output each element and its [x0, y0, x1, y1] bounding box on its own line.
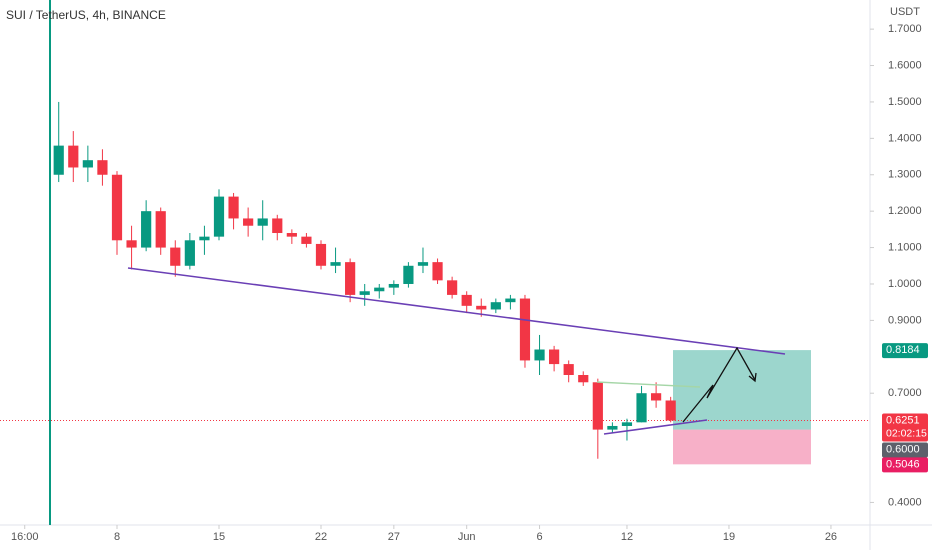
stop-label-bg: [882, 457, 928, 473]
y-tick-label: 1.5000: [888, 96, 922, 108]
target-label: 0.8184: [886, 344, 920, 356]
last-price-label-bg: [882, 413, 928, 442]
candle-body: [563, 364, 574, 375]
entry-label-bg: [882, 442, 928, 458]
position-tool: [0, 350, 870, 465]
candle-body: [447, 280, 458, 295]
countdown: 02:02:15: [886, 427, 927, 439]
candle-body: [417, 262, 429, 266]
x-tick-label: 26: [825, 531, 837, 543]
y-tick-label: 1.6000: [888, 59, 922, 71]
y-tick-label: 0.9000: [888, 314, 922, 326]
candle-body: [126, 240, 137, 248]
y-tick-label: 1.0000: [888, 278, 922, 290]
candle-body: [228, 196, 239, 219]
candle-body: [651, 393, 662, 401]
candle-body: [199, 236, 210, 241]
candle-body: [578, 375, 589, 383]
chart-title: SUI / TetherUS, 4h, BINANCE: [6, 8, 166, 22]
x-tick-label: 22: [315, 531, 327, 543]
loss-zone: [673, 429, 811, 465]
candle-body: [345, 262, 356, 295]
x-tick-label: Jun: [458, 531, 476, 543]
y-tick-label: 1.7000: [888, 23, 922, 35]
trend-line: [127, 267, 786, 355]
candle-body: [549, 349, 560, 365]
axes: 0.4000 0.7000 0.9000 1.0000 1.1000 1.2000 1.30…: [11, 23, 922, 543]
candle-body: [519, 298, 531, 361]
candle-body: [665, 400, 676, 421]
candle-body: [286, 233, 297, 237]
candle-body: [301, 236, 312, 244]
candle-body: [636, 393, 647, 423]
x-tick-label: 6: [536, 531, 542, 543]
stop-label: 0.5046: [886, 458, 920, 470]
candle-body: [374, 287, 385, 292]
candle-body: [155, 211, 166, 248]
y-tick-label: 1.3000: [888, 169, 922, 181]
candle-body: [359, 291, 370, 295]
candle-body: [490, 302, 501, 310]
candle-body: [97, 160, 108, 175]
x-tick-label: 8: [114, 531, 120, 543]
projection-path: [682, 346, 756, 423]
trend-line: [603, 419, 708, 435]
candle-body: [388, 283, 399, 288]
candle-body: [184, 240, 195, 266]
candle-body: [403, 265, 414, 284]
x-tick-label: 15: [213, 531, 225, 543]
x-tick-label: 27: [388, 531, 400, 543]
candle-body: [141, 211, 152, 248]
target-label-bg: [882, 343, 928, 359]
candle-body: [170, 247, 181, 266]
x-tick-label: 16:00: [11, 531, 39, 543]
profit-zone: [673, 350, 811, 430]
candle-body: [82, 160, 93, 168]
candle-body: [257, 218, 268, 226]
candle-body: [213, 196, 225, 237]
candle-body: [592, 382, 603, 430]
y-tick-label: 0.4000: [888, 496, 922, 508]
candle-body: [315, 243, 327, 266]
candle-body: [53, 145, 64, 175]
candle-body: [243, 218, 254, 226]
x-tick-label: 19: [723, 531, 735, 543]
resistance-line: [596, 381, 701, 388]
candle-body: [68, 145, 79, 168]
candle-body: [461, 294, 472, 306]
x-tick-label: 12: [621, 531, 633, 543]
entry-label: 0.6000: [886, 443, 920, 455]
candle-body: [534, 349, 545, 361]
candle-body: [621, 422, 633, 426]
candles: [53, 101, 676, 459]
y-tick-label: 1.2000: [888, 205, 922, 217]
candle-body: [505, 298, 516, 303]
candle-body: [476, 305, 487, 310]
last-price-label: 0.6251: [886, 414, 920, 426]
candle-body: [330, 262, 341, 266]
y-tick-label: 1.1000: [888, 241, 922, 253]
y-tick-label: 0.7000: [888, 387, 922, 399]
candle-body: [432, 262, 443, 281]
y-tick-label: 1.4000: [888, 132, 922, 144]
candle-body: [607, 425, 618, 430]
projection-arrow: [748, 372, 757, 383]
candle-body: [111, 174, 123, 241]
candle-body: [272, 218, 283, 234]
y-axis-label: USDT: [890, 6, 920, 18]
